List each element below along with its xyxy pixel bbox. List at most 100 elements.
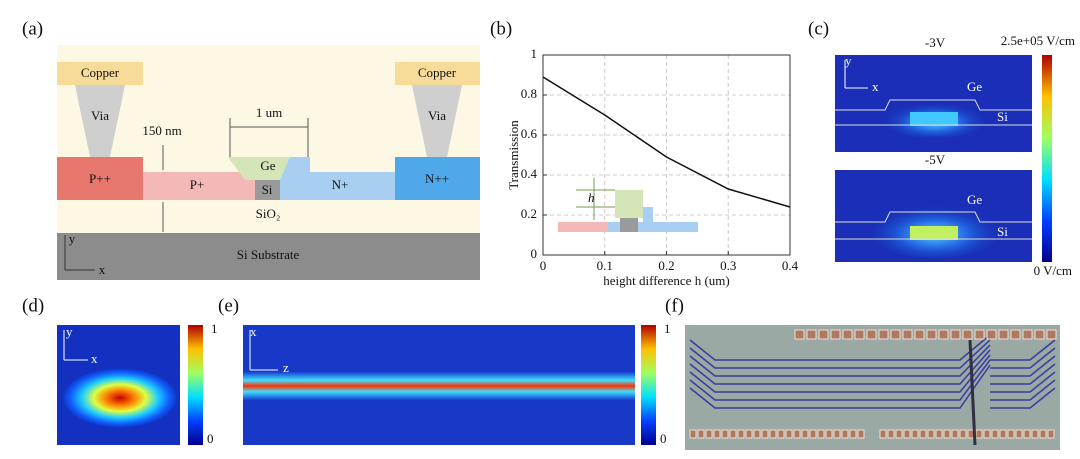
pad bbox=[842, 329, 853, 340]
pad bbox=[753, 429, 761, 439]
pad bbox=[857, 429, 865, 439]
colorbar-label: 0 bbox=[207, 431, 214, 446]
trace bbox=[689, 344, 991, 377]
outline bbox=[835, 99, 1032, 111]
pad bbox=[991, 429, 999, 439]
pad bbox=[817, 429, 825, 439]
panel-label: (a) bbox=[22, 18, 43, 39]
label: N+ bbox=[332, 177, 349, 192]
pad bbox=[950, 329, 961, 340]
copper-pad bbox=[395, 62, 480, 85]
waveguide bbox=[968, 339, 977, 446]
field-core bbox=[910, 112, 958, 126]
pad bbox=[887, 429, 895, 439]
colorbar bbox=[188, 325, 203, 445]
colorbar-label: 1 bbox=[211, 321, 218, 336]
pad bbox=[1015, 429, 1023, 439]
label: Ge bbox=[260, 158, 275, 173]
trace bbox=[990, 379, 1056, 401]
panel-label: (e) bbox=[218, 295, 239, 316]
trace bbox=[689, 364, 991, 409]
pad bbox=[705, 429, 713, 439]
y-tick-label: 0.6 bbox=[521, 126, 538, 141]
trace bbox=[689, 339, 991, 369]
pad bbox=[926, 329, 937, 340]
data-line bbox=[542, 76, 791, 208]
pad bbox=[1007, 429, 1015, 439]
panel-label: (d) bbox=[22, 295, 44, 316]
pad bbox=[689, 429, 697, 439]
pad bbox=[854, 329, 865, 340]
panel-label: (f) bbox=[665, 295, 684, 316]
label: Si bbox=[997, 109, 1008, 124]
colorbar-label: 1 bbox=[664, 321, 671, 336]
axis-label: x bbox=[250, 324, 257, 339]
pad bbox=[830, 329, 841, 340]
pad bbox=[1046, 329, 1057, 340]
trace bbox=[689, 354, 991, 393]
substrate bbox=[57, 233, 480, 280]
pad bbox=[1039, 429, 1047, 439]
label: Ge bbox=[967, 192, 982, 207]
pad bbox=[697, 429, 705, 439]
pad bbox=[1034, 329, 1045, 340]
pad bbox=[986, 329, 997, 340]
pad bbox=[849, 429, 857, 439]
pad bbox=[866, 329, 877, 340]
trace bbox=[990, 363, 1056, 385]
chip-photo bbox=[685, 325, 1060, 450]
pad bbox=[793, 429, 801, 439]
pad bbox=[794, 329, 805, 340]
trace bbox=[990, 355, 1056, 377]
pad bbox=[903, 429, 911, 439]
pad bbox=[890, 329, 901, 340]
voltage-label: -5V bbox=[925, 152, 946, 167]
pad bbox=[935, 429, 943, 439]
outline bbox=[835, 211, 1032, 223]
beam bbox=[243, 372, 635, 400]
label: Via bbox=[428, 108, 446, 123]
label: 1 um bbox=[256, 105, 282, 120]
axis-label: x bbox=[99, 262, 106, 277]
pad bbox=[841, 429, 849, 439]
x-tick-label: 0.3 bbox=[720, 258, 736, 273]
trace bbox=[990, 347, 1056, 369]
axis-label: y bbox=[845, 53, 852, 68]
pad bbox=[927, 429, 935, 439]
pad bbox=[729, 429, 737, 439]
pad bbox=[998, 329, 1009, 340]
pad bbox=[1023, 429, 1031, 439]
pad bbox=[818, 329, 829, 340]
label: Copper bbox=[418, 65, 457, 80]
x-axis-label: height difference h (um) bbox=[603, 273, 729, 288]
pad bbox=[737, 429, 745, 439]
pad bbox=[761, 429, 769, 439]
label: N++ bbox=[425, 171, 449, 186]
pad bbox=[833, 429, 841, 439]
si-region bbox=[255, 180, 280, 200]
x-tick-label: 0.1 bbox=[597, 258, 613, 273]
pad bbox=[769, 429, 777, 439]
x-tick-label: 0 bbox=[540, 258, 547, 273]
p-plus-plus bbox=[57, 157, 143, 200]
trace bbox=[689, 334, 991, 361]
panel-label: (c) bbox=[808, 18, 829, 39]
pad bbox=[919, 429, 927, 439]
label: SiO₂ bbox=[256, 206, 281, 221]
y-tick-label: 0 bbox=[531, 246, 538, 261]
axis-label: x bbox=[872, 79, 879, 94]
colorbar bbox=[1042, 55, 1052, 262]
axis-label: x bbox=[91, 351, 98, 366]
trace bbox=[990, 387, 1056, 409]
via bbox=[412, 85, 462, 157]
pad bbox=[777, 429, 785, 439]
trace bbox=[689, 349, 991, 385]
plot-frame bbox=[542, 54, 791, 256]
pad bbox=[825, 429, 833, 439]
trace bbox=[990, 339, 1056, 361]
p-plus bbox=[143, 172, 255, 200]
pad bbox=[914, 329, 925, 340]
pad bbox=[999, 429, 1007, 439]
pad bbox=[938, 329, 949, 340]
